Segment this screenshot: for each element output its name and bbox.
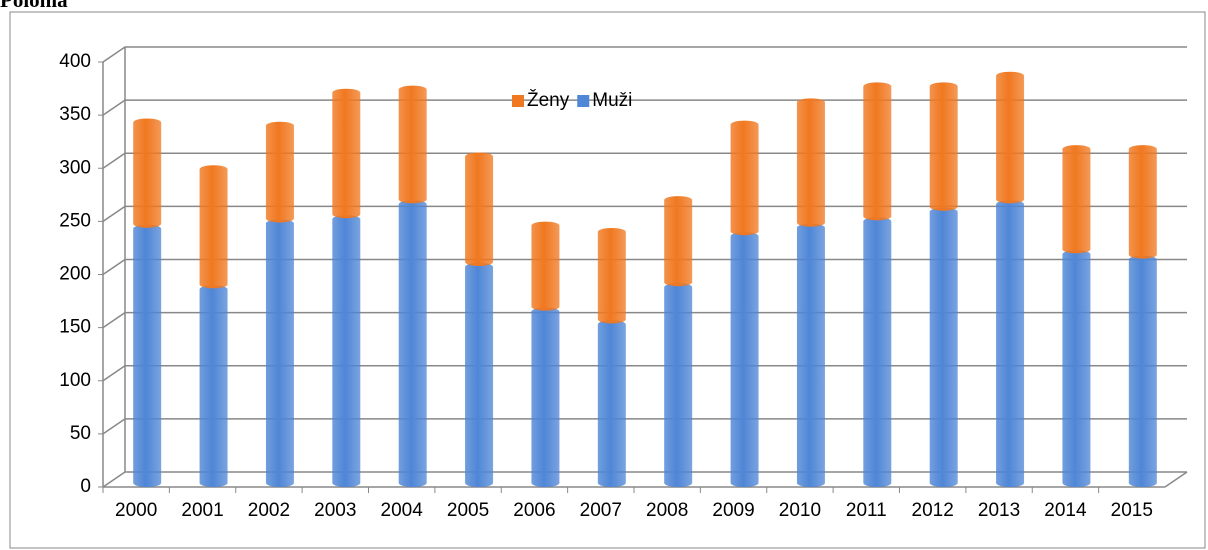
legend-label: Muži xyxy=(592,90,632,111)
bar-segment xyxy=(730,232,759,487)
x-tick-label: 2015 xyxy=(1111,500,1153,521)
bar-segment xyxy=(531,307,560,487)
x-tick-label: 2011 xyxy=(846,500,887,521)
x-tick-label: 2009 xyxy=(712,500,754,521)
x-tick-label: 2014 xyxy=(1044,500,1087,521)
bar-segment xyxy=(796,223,825,487)
bar-segment xyxy=(133,118,162,228)
bar-segment xyxy=(465,263,494,487)
y-tick-label: 350 xyxy=(59,104,91,125)
bar-segment xyxy=(664,283,693,487)
bar-segment xyxy=(133,224,162,487)
bar-segment xyxy=(1128,255,1157,487)
bar-segment xyxy=(265,219,294,487)
bar-segment xyxy=(1128,145,1157,259)
bar-segment xyxy=(1062,250,1091,487)
y-tick-label: 100 xyxy=(59,370,91,391)
x-tick-label: 2001 xyxy=(181,500,223,521)
bar-segment xyxy=(199,285,228,487)
bar-segment xyxy=(996,71,1025,204)
bar-segment xyxy=(265,121,294,223)
x-tick-label: 2004 xyxy=(381,500,424,521)
x-tick-label: 2005 xyxy=(447,500,489,521)
bar-segment xyxy=(863,217,892,487)
y-tick-label: 50 xyxy=(70,423,91,444)
x-tick-label: 2000 xyxy=(115,500,157,521)
y-tick-label: 400 xyxy=(59,51,91,72)
bar-segment xyxy=(1062,145,1091,254)
bar-segment xyxy=(664,196,693,287)
y-tick-label: 0 xyxy=(80,476,91,497)
bar-segment xyxy=(398,200,427,487)
bar-segment xyxy=(929,82,958,211)
legend-label: Ženy xyxy=(527,89,570,111)
bar-segment xyxy=(531,221,560,311)
bar-segment xyxy=(929,207,958,487)
x-tick-label: 2003 xyxy=(314,500,356,521)
bar-segment xyxy=(332,215,361,487)
x-tick-label: 2012 xyxy=(912,500,954,521)
x-tick-label: 2002 xyxy=(248,500,290,521)
bar-segment xyxy=(863,82,892,221)
bar-segment xyxy=(465,152,494,266)
bar-segment xyxy=(332,88,361,219)
x-tick-label: 2013 xyxy=(978,500,1020,521)
x-tick-label: 2007 xyxy=(580,500,622,521)
legend-swatch xyxy=(512,95,524,107)
bar-segment xyxy=(199,165,228,289)
legend-swatch xyxy=(577,95,590,107)
bar-segment xyxy=(996,200,1025,487)
floor-edge xyxy=(1164,471,1188,488)
x-tick-label: 2010 xyxy=(779,500,821,521)
bar-segment xyxy=(597,320,626,487)
bar-segment xyxy=(796,98,825,227)
bar-segment xyxy=(730,120,759,236)
y-tick-label: 300 xyxy=(59,157,91,178)
bar-segment xyxy=(597,227,626,324)
bar-segment xyxy=(398,85,427,204)
y-tick-label: 150 xyxy=(59,317,91,338)
chart-title: Polohla xyxy=(0,0,68,12)
y-tick-label: 200 xyxy=(59,264,91,285)
x-tick-label: 2006 xyxy=(513,500,555,521)
y-tick-label: 250 xyxy=(59,210,91,231)
x-tick-label: 2008 xyxy=(646,500,688,521)
